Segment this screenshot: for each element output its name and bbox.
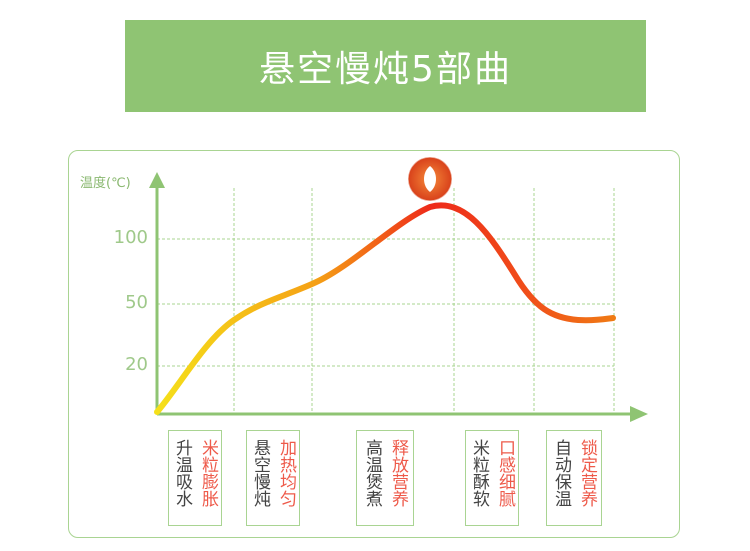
title-banner: 悬空慢炖5部曲	[125, 20, 646, 112]
stage-5-action: 自动保温	[551, 439, 571, 507]
peak-flame-icon	[407, 156, 453, 202]
stage-1-effect: 米粒膨胀	[198, 439, 218, 507]
temperature-curve	[154, 202, 616, 415]
stage-1-action: 升温吸水	[172, 439, 192, 507]
y-tick-100: 100	[113, 227, 148, 248]
stage-4-action: 米粒酥软	[469, 439, 489, 507]
stage-4: 米粒酥软 口感细腻	[465, 430, 519, 526]
horizontal-grid	[157, 238, 614, 367]
y-axis-label: 温度(℃)	[80, 176, 131, 191]
y-tick-20: 20	[125, 354, 148, 375]
stage-3: 高温煲煮 释放营养	[356, 430, 414, 526]
page-title: 悬空慢炖5部曲	[259, 49, 512, 90]
x-axis-arrow	[630, 406, 648, 422]
y-tick-50: 50	[125, 292, 148, 313]
stage-4-effect: 口感细腻	[495, 439, 515, 507]
stage-2-action: 悬空慢炖	[250, 439, 270, 507]
stage-1: 升温吸水 米粒膨胀	[168, 430, 222, 526]
stage-5: 自动保温 锁定营养	[546, 430, 602, 526]
stage-3-effect: 释放营养	[388, 439, 408, 507]
y-axis-arrow	[149, 172, 165, 188]
chart-panel	[68, 150, 680, 538]
stage-2-effect: 加热均匀	[276, 439, 296, 507]
vertical-grid	[233, 188, 615, 414]
stage-5-effect: 锁定营养	[577, 439, 597, 507]
axes	[149, 172, 648, 422]
stage-2: 悬空慢炖 加热均匀	[246, 430, 300, 526]
stage-3-action: 高温煲煮	[362, 439, 382, 507]
